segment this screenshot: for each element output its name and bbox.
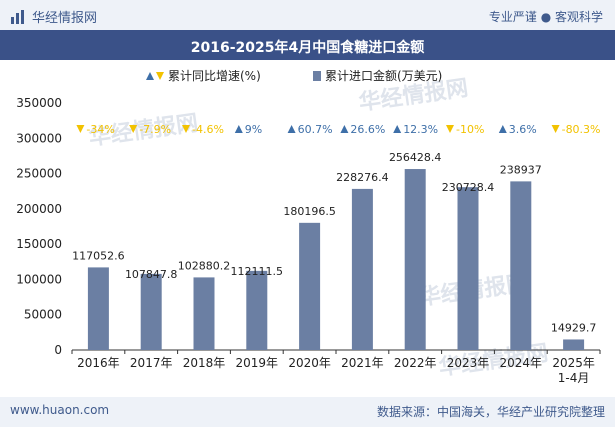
legend-bar-swatch [313, 71, 321, 81]
growth-label: 26.6% [350, 123, 385, 136]
y-tick-label: 0 [54, 343, 62, 357]
legend-growth: 累计同比增速(%) [146, 69, 261, 83]
bar [510, 181, 532, 350]
bar-value-label: 238937 [500, 163, 542, 176]
bar-value-label: 228276.4 [336, 171, 389, 184]
title-bar [0, 30, 615, 60]
bar [457, 187, 479, 350]
legend-amount-label: 累计进口金额(万美元) [325, 68, 442, 83]
bar [246, 270, 268, 350]
bar-value-label: 112111.5 [231, 265, 284, 278]
x-tick-label: 2024年 [500, 356, 543, 370]
x-tick-label: 2016年 [77, 356, 120, 370]
down-triangle-icon [446, 125, 454, 133]
down-triangle-icon [551, 125, 560, 133]
growth-label: -10% [456, 123, 484, 136]
bar [140, 273, 162, 350]
legend: 累计同比增速(%) 累计进口金额(万美元) [146, 68, 442, 83]
chart-title: 2016-2025年4月中国食糖进口金额 [190, 40, 425, 56]
y-tick-label: 350000 [16, 96, 62, 110]
y-tick-label: 300000 [16, 131, 62, 145]
bar-value-label: 14929.7 [551, 321, 597, 334]
x-tick-label: 2021年 [341, 356, 384, 370]
logo-icon [10, 9, 26, 25]
labels: 117052.6 2016年 -34% 107847.8 2017年 -7.9% 10288… [72, 123, 600, 385]
chart: 华经情报网华经情报网华经情报网华经情报网 累计同比增速(%) 累计进口金额(万美… [16, 68, 600, 385]
bar [87, 267, 109, 350]
bottom-bar [0, 397, 615, 427]
up-triangle-icon [498, 125, 507, 133]
bar-value-label: 102880.2 [178, 259, 231, 272]
brand: 华经情报网 [10, 7, 97, 26]
legend-growth-label: 累计同比增速(%) [168, 69, 261, 83]
up-triangle-icon [340, 125, 349, 133]
legend-down-triangle-icon [156, 72, 164, 80]
y-tick-label: 200000 [16, 202, 62, 216]
bar [351, 188, 373, 350]
up-triangle-icon [287, 125, 296, 133]
bars [87, 169, 585, 350]
y-tick-label: 150000 [16, 237, 62, 251]
down-triangle-icon [182, 125, 190, 133]
data-source: 数据来源：中国海关，华经产业研究院整理 [376, 405, 605, 419]
down-triangle-icon [76, 125, 85, 133]
growth-label: 3.6% [509, 123, 537, 136]
growth-label: 12.3% [403, 123, 438, 136]
tagline: 专业严谨 ● 客观科学 [488, 10, 603, 24]
legend-amount: 累计进口金额(万美元) [313, 68, 442, 83]
bar-value-label: 117052.6 [72, 249, 125, 262]
y-tick-label: 100000 [16, 272, 62, 286]
bar [563, 339, 585, 350]
x-tick-label: 2025年 [552, 356, 595, 370]
x-tick-label: 2022年 [394, 356, 437, 370]
x-tick-label: 1-4月 [558, 371, 590, 385]
bar [193, 277, 215, 350]
up-triangle-icon [234, 125, 243, 133]
growth-label: -7.9% [139, 123, 171, 136]
x-tick-label: 2023年 [447, 356, 490, 370]
down-triangle-icon [129, 125, 138, 133]
top-bar [0, 0, 615, 30]
site-url: www.huaon.com [10, 403, 110, 417]
x-tick-label: 2018年 [183, 356, 226, 370]
brand-name: 华经情报网 [32, 11, 98, 26]
bar [299, 222, 321, 350]
bar-value-label: 230728.4 [442, 181, 495, 194]
growth-label: -4.6% [192, 123, 224, 136]
growth-label: 60.7% [298, 123, 333, 136]
y-tick-label: 250000 [16, 167, 62, 181]
bar-value-label: 107847.8 [125, 268, 178, 281]
bar-value-label: 180196.5 [283, 205, 336, 218]
growth-label: 9% [245, 123, 262, 136]
x-tick-label: 2017年 [130, 356, 173, 370]
growth-label: -34% [86, 123, 114, 136]
y-tick-label: 50000 [24, 308, 62, 322]
up-triangle-icon [393, 125, 402, 133]
x-tick-label: 2019年 [236, 356, 279, 370]
x-tick-label: 2020年 [288, 356, 331, 370]
bar [404, 169, 426, 350]
growth-label: -80.3% [562, 123, 601, 136]
legend-up-triangle-icon [146, 72, 154, 80]
bar-value-label: 256428.4 [389, 151, 442, 164]
